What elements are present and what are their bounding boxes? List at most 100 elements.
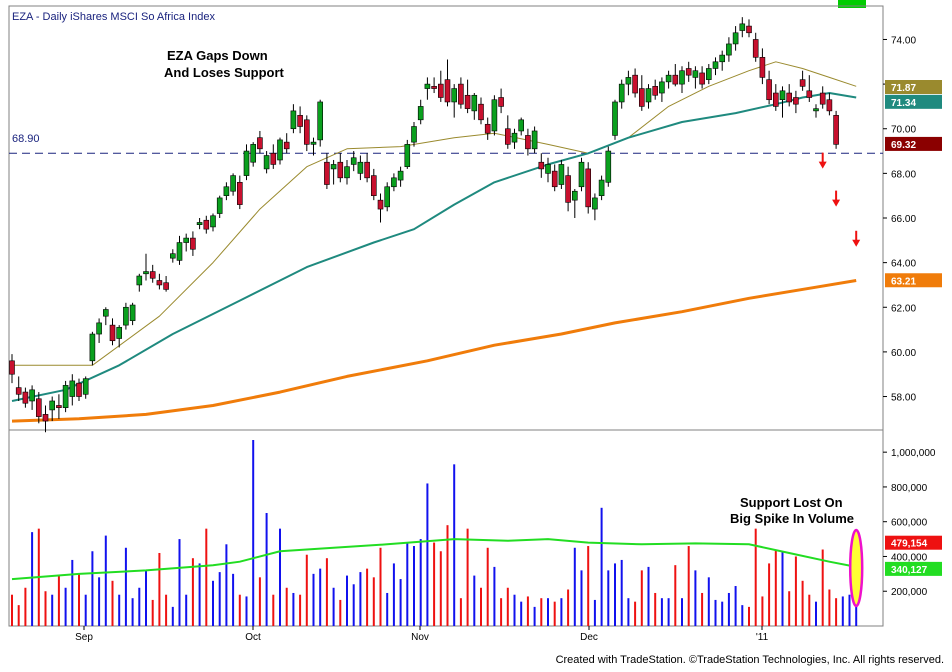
volume-bar xyxy=(714,599,717,626)
candle-body xyxy=(116,327,122,339)
candle xyxy=(605,146,612,187)
volume-bar xyxy=(600,507,603,626)
volume-bar xyxy=(225,544,228,626)
volume-bar xyxy=(748,606,750,626)
candle-body xyxy=(183,237,189,243)
volume-bar xyxy=(667,598,670,626)
volume-bar xyxy=(272,594,275,626)
volume-bar xyxy=(57,575,60,626)
candle xyxy=(692,66,699,89)
candle-body xyxy=(525,135,531,150)
volume-bar xyxy=(553,601,556,626)
volume-bar xyxy=(305,554,308,626)
volume-bar xyxy=(794,556,797,626)
candle-body xyxy=(444,79,451,103)
volume-bar xyxy=(513,594,516,626)
volume-bar xyxy=(560,598,563,626)
candle xyxy=(746,19,752,38)
volume-bar xyxy=(734,586,737,626)
candle-body xyxy=(806,90,813,98)
volume-bar xyxy=(191,558,194,626)
candle-body xyxy=(243,150,250,176)
value-tag-text: 69.32 xyxy=(891,140,916,151)
candle xyxy=(679,66,685,94)
volume-bar xyxy=(781,551,784,626)
volume-bar xyxy=(138,587,141,626)
candle xyxy=(598,175,605,201)
candle-body xyxy=(223,186,230,196)
candle-body xyxy=(732,32,739,45)
volume-bar xyxy=(31,532,34,626)
price-tick-label: 66.00 xyxy=(891,214,916,225)
candle xyxy=(223,182,230,201)
candle-body xyxy=(109,324,116,342)
candle-body xyxy=(793,97,799,105)
volume-bar xyxy=(64,587,67,626)
candle-body xyxy=(337,161,344,179)
candle-body xyxy=(384,186,391,208)
candle-body xyxy=(203,219,210,230)
value-tag-background xyxy=(885,561,942,576)
candle xyxy=(364,153,370,183)
candle xyxy=(203,215,210,234)
volume-bar xyxy=(614,563,616,626)
price-tick-label: 58.00 xyxy=(891,393,916,404)
candle xyxy=(732,26,739,51)
candle-body xyxy=(42,414,49,422)
candle xyxy=(116,325,122,348)
candle xyxy=(216,195,223,218)
candle xyxy=(62,380,69,413)
candle-body xyxy=(766,79,772,101)
candle xyxy=(263,151,270,174)
price-annotation-line-1: EZA Gaps Down xyxy=(167,48,268,63)
candle-body xyxy=(391,177,397,188)
candle-body xyxy=(9,360,15,375)
candle-body xyxy=(350,157,357,165)
candle xyxy=(511,128,518,149)
price-tick-label: 68.00 xyxy=(891,169,916,180)
candle xyxy=(82,376,89,399)
volume-bar xyxy=(352,584,355,626)
candle xyxy=(759,48,766,85)
volume-annotation-line-1: Support Lost On xyxy=(740,495,843,510)
candle xyxy=(350,151,357,172)
volume-bar xyxy=(118,594,121,626)
volume-bar xyxy=(754,528,757,626)
candle xyxy=(739,17,746,38)
candle xyxy=(96,318,102,343)
volume-bar xyxy=(701,592,704,626)
candle xyxy=(551,164,558,192)
candle-body xyxy=(685,68,692,76)
price-value-tag: 69.32 xyxy=(885,136,942,151)
volume-bar xyxy=(788,591,791,626)
volume-bar xyxy=(593,599,596,626)
candle-body xyxy=(571,190,578,201)
candle xyxy=(592,193,598,221)
volume-bar xyxy=(774,549,777,626)
candle-body xyxy=(344,166,350,179)
volume-bar xyxy=(707,577,710,626)
volume-bar xyxy=(131,598,134,626)
volume-bar xyxy=(218,572,221,626)
price-value-tag: 63.21 xyxy=(885,273,942,288)
candle xyxy=(672,64,679,87)
candle-body xyxy=(484,123,491,134)
volume-bar xyxy=(620,559,623,626)
candle xyxy=(277,137,283,165)
volume-bar xyxy=(185,594,188,626)
volume-bar xyxy=(299,594,302,626)
candle xyxy=(712,57,719,76)
candle-body xyxy=(659,81,665,94)
volume-bar xyxy=(258,577,261,626)
volume-layer xyxy=(11,440,864,626)
x-tick-label: Dec xyxy=(580,632,598,643)
candle-body xyxy=(297,115,303,127)
candle-body xyxy=(89,333,96,362)
candle-body xyxy=(578,161,585,188)
chart-title: EZA - Daily iShares MSCI So Africa Index xyxy=(12,11,215,23)
candle xyxy=(766,70,772,105)
volume-bar xyxy=(660,598,663,626)
candle-body xyxy=(237,181,243,205)
candle-body xyxy=(310,141,317,145)
